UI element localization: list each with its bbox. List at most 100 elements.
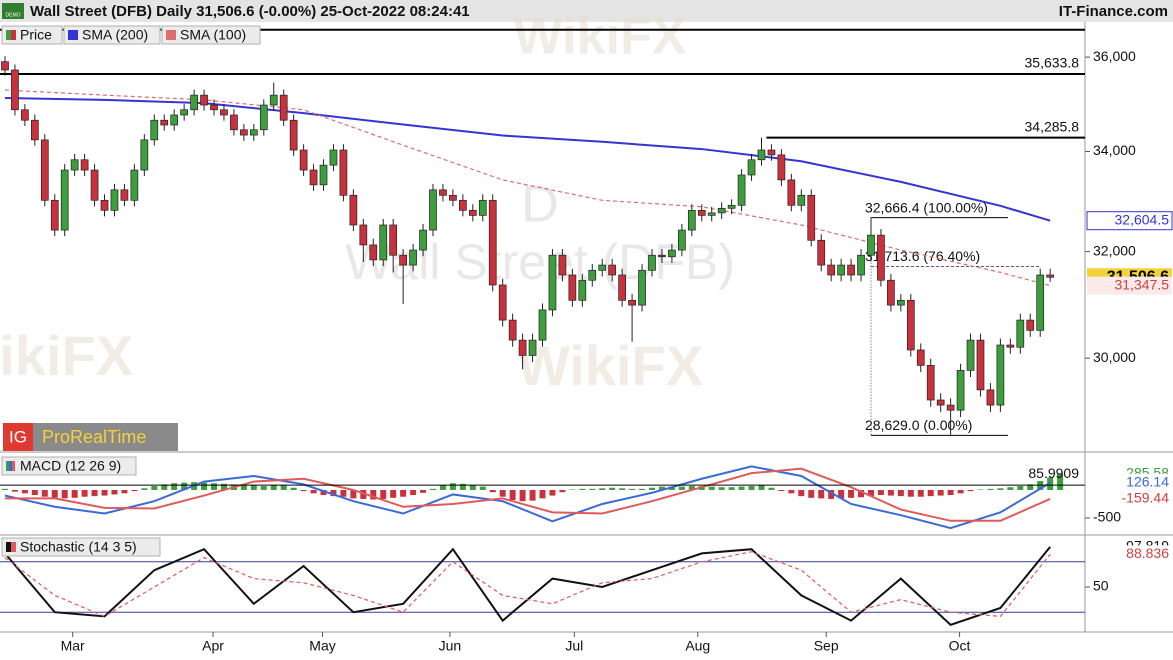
macd-histogram-bar (629, 488, 636, 490)
demo-badge (2, 3, 24, 19)
macd-histogram-bar (887, 489, 894, 496)
macd-histogram-bar (439, 485, 446, 490)
candle-body (737, 174, 746, 206)
macd-histogram-bar (798, 489, 805, 497)
x-tick-label: Oct (949, 638, 971, 654)
candle-body (140, 139, 149, 171)
candle-body (80, 159, 89, 171)
y-tick-label: 36,000 (1093, 48, 1136, 64)
macd-histogram-bar (639, 488, 646, 490)
candle-body (419, 229, 427, 251)
candle-body (1026, 319, 1035, 331)
candle-body (847, 264, 855, 276)
candle-body (767, 149, 776, 156)
macd-histogram-bar (280, 485, 287, 490)
candle-body (1006, 344, 1015, 348)
candle-body (319, 164, 328, 186)
legend-swatch (6, 30, 11, 40)
macd-histogram-bar (420, 489, 427, 493)
x-tick-label: Mar (61, 638, 85, 654)
x-tick-label: Aug (685, 638, 710, 654)
logo-mark-box (3, 423, 33, 451)
candle-body (21, 109, 29, 121)
candle-body (906, 299, 915, 351)
macd-histogram-bar (220, 483, 227, 490)
x-tick-label: Apr (202, 638, 224, 654)
macd-histogram-bar (171, 483, 178, 490)
macd-histogram-bar (131, 489, 138, 492)
macd-histogram-bar (370, 489, 377, 500)
candle-body (598, 264, 607, 271)
candle-body (429, 189, 437, 231)
macd-histogram-bar (728, 487, 735, 490)
macd-histogram-bar (1057, 473, 1064, 490)
candle-body (867, 234, 875, 256)
candle-body (638, 269, 646, 306)
panel: 5097.81988.836 (0, 538, 1172, 626)
candle-body (1036, 274, 1045, 331)
candle-body (857, 254, 865, 276)
legend-swatch (12, 461, 15, 471)
candle-body (926, 365, 935, 401)
candle-body (817, 239, 826, 266)
candle-body (498, 284, 507, 321)
y-tick-label: -500 (1093, 509, 1121, 525)
macd-histogram-bar (818, 489, 825, 499)
macd-histogram-bar (469, 484, 476, 490)
macd-histogram-bar (340, 489, 347, 497)
macd-histogram-bar (529, 489, 536, 501)
macd-histogram-bar (589, 488, 596, 490)
value-tag (1087, 276, 1172, 295)
candle-body (259, 104, 268, 131)
legend-label: SMA (200) (82, 27, 148, 43)
value-tag-label: 126.14 (1126, 474, 1169, 490)
candle-body (329, 149, 338, 166)
candle-body (807, 194, 816, 241)
y-tick-label: 32,000 (1093, 242, 1136, 258)
macd-histogram-bar (897, 489, 904, 497)
macd-histogram-bar (788, 489, 795, 494)
candle-body (518, 339, 527, 356)
level-label: 35,633.8 (1025, 55, 1080, 71)
y-tick-label: 30,000 (1093, 349, 1136, 365)
macd-histogram-bar (1027, 484, 1034, 490)
candle-body (578, 279, 587, 301)
macd-histogram-bar (300, 489, 307, 492)
macd-histogram-bar (927, 489, 934, 497)
candle-body (180, 109, 189, 116)
level-label: 32,666.4 (100.00%) (865, 199, 988, 215)
logo-mark: IG (9, 427, 27, 446)
candle-body (628, 299, 636, 306)
candle-body (588, 269, 597, 281)
macd-histogram-bar (609, 487, 616, 490)
value-tag (1086, 211, 1173, 231)
candle-body (468, 209, 477, 216)
macd-histogram-bar (430, 488, 437, 490)
watermark: WikiFX (517, 334, 703, 397)
candle-body (289, 119, 298, 151)
macd-histogram-bar (310, 489, 317, 494)
macd-line (4, 465, 1051, 530)
macd-histogram-bar (509, 489, 516, 501)
macd-histogram-bar (1007, 487, 1014, 490)
macd-histogram-bar (519, 489, 526, 502)
macd-histogram-bar (599, 488, 606, 490)
legend-swatch (11, 30, 16, 40)
watermark: WikiFX (0, 324, 133, 387)
logo-name: ProRealTime (42, 427, 146, 447)
macd-histogram-bar (838, 489, 845, 499)
candle-body (449, 194, 457, 201)
candle-body (160, 119, 169, 126)
macd-histogram-bar (1017, 486, 1024, 490)
macd-histogram-bar (240, 484, 247, 490)
value-tag-label: -159.44 (1122, 490, 1170, 506)
candle-body (70, 159, 79, 171)
legend-swatch (6, 542, 11, 552)
macd-histogram-bar (41, 489, 48, 497)
macd-histogram-bar (489, 489, 496, 493)
legend-swatch (9, 461, 12, 471)
candle-body (837, 264, 845, 276)
macd-histogram-bar (31, 489, 38, 496)
